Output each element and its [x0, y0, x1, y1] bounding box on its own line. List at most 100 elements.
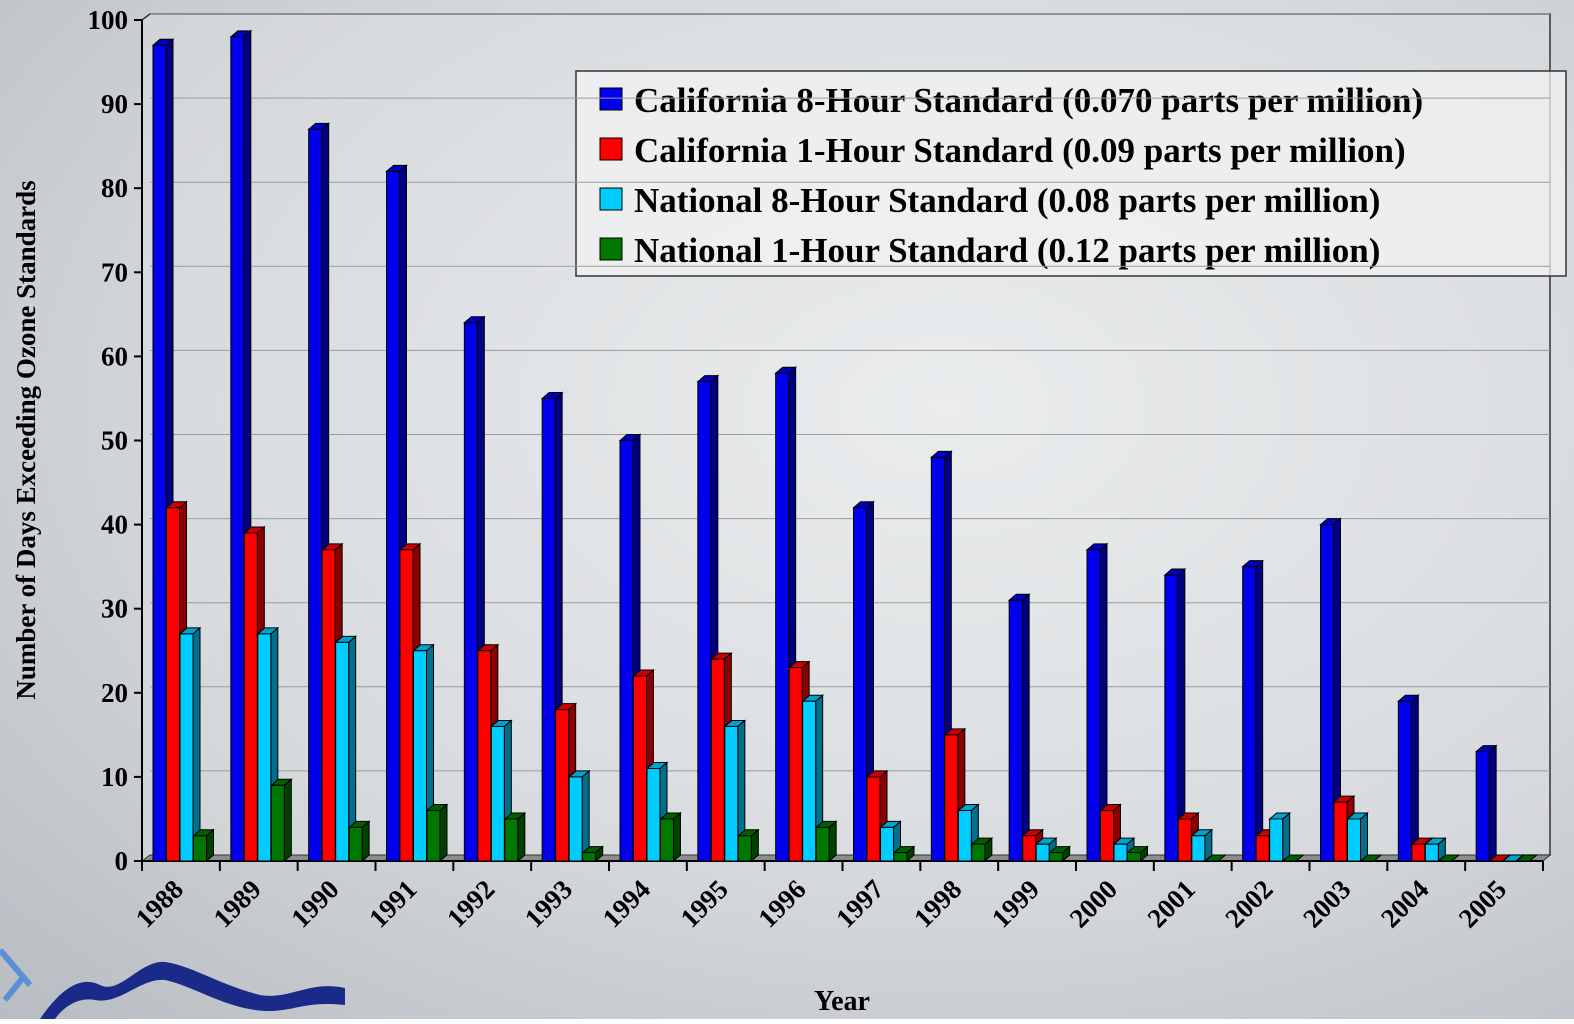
bar-front: [413, 650, 427, 862]
bar-front: [1100, 810, 1114, 862]
bar-front: [179, 633, 194, 862]
bar: [852, 500, 875, 863]
bar-front: [1397, 700, 1412, 862]
y-tick-label: 40: [101, 510, 128, 540]
bar-front: [1269, 818, 1284, 862]
bar-front: [1424, 843, 1439, 862]
legend-label: California 1-Hour Standard (0.09 parts p…: [634, 131, 1406, 170]
legend-label: National 8-Hour Standard (0.08 parts per…: [634, 181, 1380, 220]
bar-front: [646, 767, 661, 862]
bar-front: [1008, 599, 1023, 862]
legend-swatch: [599, 237, 623, 261]
bar: [879, 820, 902, 863]
bar-top: [1515, 854, 1539, 862]
bar: [1048, 845, 1072, 863]
bar-front: [568, 776, 583, 862]
bar-front: [582, 852, 597, 862]
bar-front: [541, 397, 556, 862]
y-tick-label: 10: [101, 762, 128, 792]
bar-front: [270, 784, 285, 862]
y-tick-label: 80: [101, 173, 128, 203]
y-tick-label: 50: [101, 426, 128, 456]
bar-front: [1475, 751, 1490, 862]
bar-front: [1255, 835, 1270, 862]
bar: [347, 820, 371, 863]
y-tick-label: 20: [101, 678, 128, 708]
legend: California 8-Hour Standard (0.070 parts …: [575, 70, 1567, 277]
bar: [1359, 854, 1383, 862]
bar-front: [386, 170, 400, 862]
bar-front: [399, 549, 414, 862]
bar: [814, 820, 838, 863]
bar: [659, 811, 682, 863]
bar-side: [1021, 593, 1030, 863]
bar-side: [828, 820, 837, 863]
bar-front: [971, 843, 986, 862]
bar-front: [1242, 566, 1257, 862]
bar-front: [1411, 843, 1426, 862]
bar-front: [957, 810, 972, 862]
bar-front: [308, 128, 323, 862]
bar-front: [257, 633, 272, 862]
bar-top: [1437, 854, 1461, 862]
bar-front: [1035, 843, 1050, 862]
bar-front: [193, 835, 207, 862]
bar-front: [1113, 843, 1128, 862]
bar-front: [348, 826, 363, 862]
legend-swatch: [599, 137, 623, 161]
legend-swatch: [599, 87, 623, 111]
bar-front: [697, 381, 712, 862]
bar-front: [1320, 524, 1334, 862]
bar: [1241, 559, 1265, 863]
bar: [1396, 694, 1420, 863]
bar-front: [724, 725, 739, 862]
bar: [178, 626, 202, 863]
legend-label: California 8-Hour Standard (0.070 parts …: [634, 81, 1423, 120]
bar-front: [775, 372, 790, 862]
bar-front: [710, 658, 725, 862]
bar: [1126, 845, 1149, 863]
bar-side: [1282, 811, 1291, 863]
bar-front: [1086, 549, 1101, 862]
bar: [1423, 837, 1447, 863]
bar: [892, 845, 916, 863]
bar: [1007, 593, 1031, 863]
bar-side: [673, 811, 681, 863]
bar: [1281, 854, 1305, 862]
bar-front: [321, 549, 336, 862]
bar: [1474, 744, 1498, 863]
bar-front: [555, 709, 570, 862]
bar-front: [633, 675, 647, 862]
bar-front: [788, 667, 803, 862]
logo: [40, 961, 345, 1019]
bar-front: [335, 641, 350, 862]
bar-front: [1164, 574, 1179, 862]
bar-front: [152, 44, 167, 862]
bar: [581, 845, 605, 863]
bar: [970, 837, 994, 863]
bar-side: [192, 626, 201, 863]
bar-front: [880, 826, 894, 862]
bar-side: [517, 811, 526, 863]
bar-front: [1049, 852, 1064, 862]
y-tick-label: 90: [101, 89, 128, 119]
y-axis-label: Number of Days Exceeding Ozone Standards: [11, 180, 41, 699]
bar-front: [1347, 818, 1361, 862]
bar-side: [1360, 811, 1368, 863]
bar-front: [802, 700, 817, 862]
y-tick-label: 70: [101, 257, 128, 287]
bar: [192, 828, 215, 863]
bar: [1437, 854, 1461, 862]
bar: [1190, 828, 1214, 863]
bar-front: [944, 734, 959, 862]
bar-front: [166, 507, 180, 862]
bar-side: [361, 820, 370, 863]
bar-front: [893, 852, 908, 862]
bar-front: [930, 456, 945, 862]
y-tick-label: 30: [101, 594, 128, 624]
bar-front: [737, 835, 752, 862]
bar-top: [1203, 854, 1227, 862]
bar: [503, 811, 527, 863]
bar: [723, 719, 747, 863]
bar: [567, 769, 591, 863]
